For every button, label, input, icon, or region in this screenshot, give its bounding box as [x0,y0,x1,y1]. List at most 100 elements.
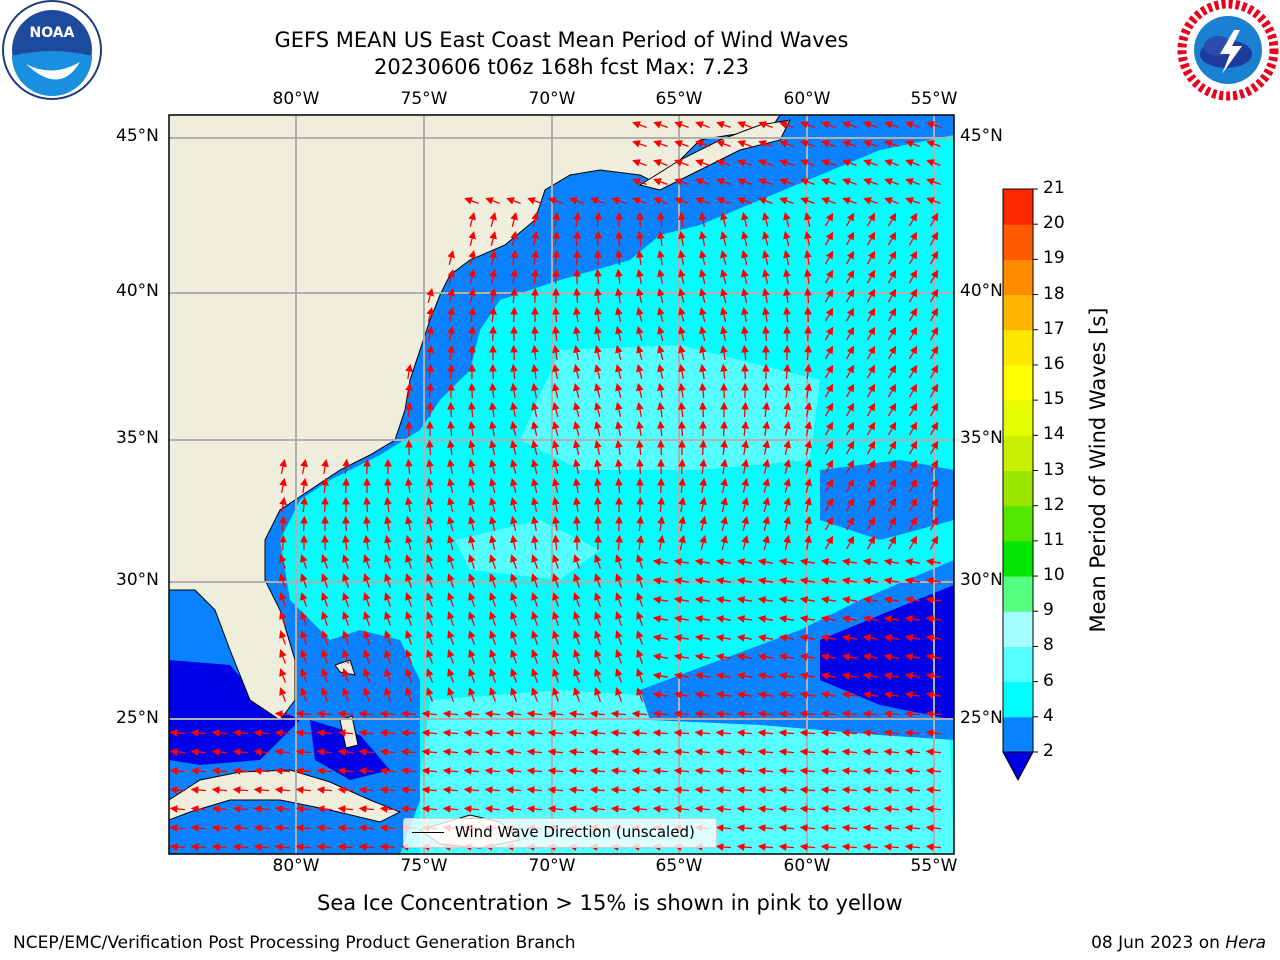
wave-direction-arrow [762,325,770,342]
wave-direction-arrow [929,535,939,550]
chart-title: GEFS MEAN US East Coast Mean Period of W… [274,28,849,52]
period-lt-2-patch [820,585,954,720]
wave-direction-arrow [845,402,855,417]
wave-direction-arrow [573,230,581,247]
wave-direction-arrow [929,516,939,531]
wave-direction-arrow [845,535,855,550]
wave-direction-arrow [631,786,648,794]
wave-direction-arrow [300,496,308,513]
wave-direction-arrow [426,668,434,683]
wave-direction-arrow [883,634,900,642]
wave-direction-arrow [363,496,371,513]
wave-direction-arrow [342,515,350,532]
wave-direction-arrow [531,401,539,417]
wave-direction-arrow [552,363,560,380]
wave-direction-arrow [779,140,794,148]
wave-direction-arrow [526,767,543,775]
wave-direction-arrow [715,672,732,680]
wave-direction-arrow [547,748,564,756]
wave-direction-arrow [631,710,648,718]
wave-direction-arrow [363,687,371,702]
wave-direction-arrow [929,288,939,303]
wave-direction-arrow [363,573,371,588]
wave-direction-arrow [799,805,816,813]
wave-direction-arrow [190,767,207,775]
wave-direction-arrow [552,268,560,285]
wave-direction-arrow [866,440,876,455]
wave-direction-arrow [636,344,644,360]
wave-direction-arrow [904,596,921,604]
wave-direction-arrow [699,496,707,513]
wave-direction-arrow [908,383,918,398]
wave-direction-arrow [400,786,417,794]
wave-direction-arrow [715,843,732,851]
wave-direction-arrow [573,477,581,494]
wave-direction-arrow [510,287,518,304]
wave-direction-arrow [489,668,497,683]
wave-direction-arrow [904,634,921,642]
wave-direction-arrow [904,672,921,680]
wave-direction-arrow [883,653,900,661]
wave-direction-arrow [468,401,476,418]
wave-direction-arrow [842,178,857,186]
wave-direction-arrow [510,477,518,493]
wave-direction-arrow [636,649,644,664]
wave-direction-arrow [887,478,897,493]
wave-direction-arrow [615,439,623,456]
wave-direction-arrow [652,691,669,699]
wave-direction-arrow [400,748,417,756]
wave-direction-arrow [779,197,794,205]
wave-direction-arrow [762,420,770,437]
wave-direction-arrow [510,344,518,361]
wave-direction-arrow [866,231,876,246]
wave-direction-arrow [908,250,918,265]
wave-direction-arrow [211,729,228,737]
wave-direction-arrow [678,515,686,532]
wave-direction-arrow [887,269,897,284]
wave-direction-arrow [741,249,749,265]
wave-direction-arrow [652,615,669,623]
wave-direction-arrow [510,649,518,664]
wave-direction-arrow [526,805,543,813]
wave-direction-arrow [169,843,186,851]
lat-label-right: 35°N [960,428,1003,448]
wave-direction-arrow [678,458,686,475]
wave-direction-arrow [552,573,560,588]
lon-label-bottom: 55°W [910,856,958,876]
colorbar-band [1003,716,1033,753]
wave-direction-arrow [862,729,879,737]
wave-direction-arrow [824,326,834,341]
wave-direction-arrow [295,786,312,794]
wave-direction-arrow [552,230,560,246]
colorbar-band [1003,576,1033,612]
wave-direction-arrow [594,268,602,285]
wave-direction-arrow [673,596,690,604]
wave-direction-arrow [526,786,543,794]
wave-direction-arrow [463,805,480,813]
wave-direction-arrow [736,672,753,680]
wave-direction-arrow [908,212,918,227]
wave-direction-arrow [678,401,686,418]
wave-direction-arrow [757,843,774,851]
wave-direction-arrow [799,729,816,737]
wave-direction-arrow [824,440,834,455]
wave-direction-arrow [547,786,564,794]
wave-direction-arrow [720,230,728,246]
wave-direction-arrow [716,121,731,129]
wave-direction-arrow [589,786,606,794]
wave-direction-arrow [384,554,392,569]
wave-direction-arrow [636,554,644,569]
wave-direction-arrow [489,287,497,304]
wave-direction-arrow [715,577,732,585]
wave-direction-arrow [678,249,686,265]
wave-direction-arrow [757,634,774,642]
wave-direction-arrow [778,767,795,775]
wave-direction-arrow [652,729,669,737]
wave-direction-arrow [464,197,479,205]
wave-direction-arrow [908,459,918,474]
wave-direction-arrow [615,477,623,494]
footer-date: 08 Jun 2023 on Hera [1091,933,1266,953]
wave-direction-arrow [866,402,876,417]
wave-direction-arrow [715,558,732,566]
